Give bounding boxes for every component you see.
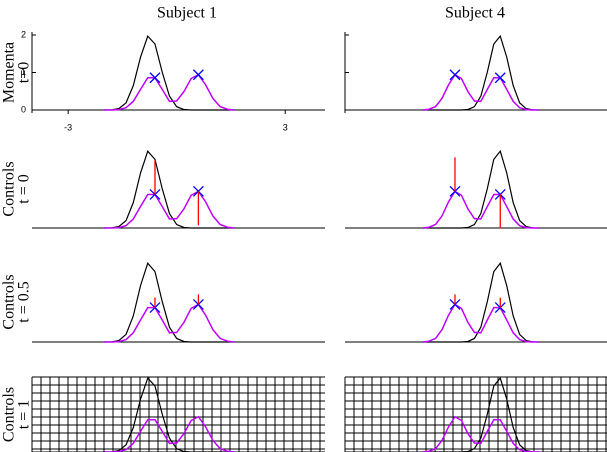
curve — [422, 376, 540, 452]
column-title: Subject 4 — [445, 5, 505, 22]
curve — [104, 303, 235, 343]
curve — [104, 415, 235, 452]
x-tick-label: 3 — [283, 122, 288, 132]
x-tick-label: -3 — [64, 122, 72, 132]
row-label: t=0 — [16, 62, 33, 83]
curve — [104, 190, 235, 229]
curve — [422, 190, 540, 229]
curve — [422, 261, 540, 343]
curve — [422, 73, 540, 111]
row-label: Momenta — [1, 42, 18, 103]
curve — [422, 149, 540, 229]
curve — [104, 34, 235, 111]
curve — [104, 261, 235, 343]
row-label: t = 1 — [16, 400, 33, 429]
row-label: Controls — [1, 387, 18, 442]
row-label: Controls — [1, 161, 18, 216]
control-marker — [494, 72, 506, 84]
y-tick-label: 1 — [21, 67, 26, 77]
y-tick-label: 0 — [21, 104, 26, 114]
curve — [422, 415, 540, 452]
curve — [104, 73, 235, 111]
row-label: t = 0 — [16, 174, 33, 203]
y-tick-label: 2 — [21, 29, 26, 39]
curve — [104, 376, 235, 452]
row-label: Controls — [1, 274, 18, 329]
control-marker — [149, 72, 161, 84]
curve — [422, 34, 540, 111]
control-marker — [449, 69, 461, 81]
curve — [422, 303, 540, 343]
column-title: Subject 1 — [157, 5, 217, 22]
curve — [104, 149, 235, 229]
control-marker — [192, 69, 204, 81]
row-label: t = 0.5 — [16, 281, 33, 322]
